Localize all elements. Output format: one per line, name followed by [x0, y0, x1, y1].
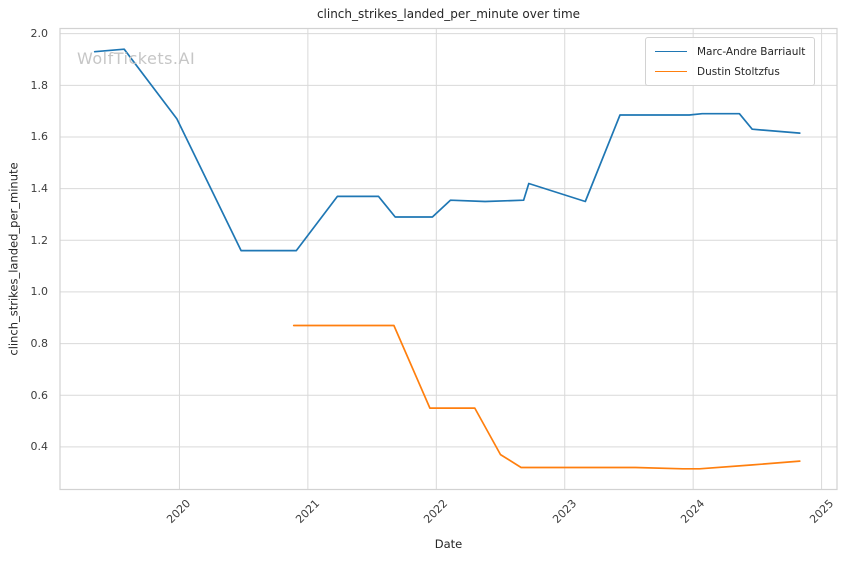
y-tick-label: 1.2 [30, 233, 49, 247]
y-tick-label: 1.0 [30, 285, 49, 299]
x-axis-label: Date [434, 537, 463, 551]
series-line-marc-andre-barriault [93, 48, 801, 252]
y-tick-label: 0.4 [30, 440, 49, 454]
y-tick-label: 1.4 [30, 182, 49, 196]
y-axis-label: clinch_strikes_landed_per_minute [6, 162, 21, 356]
y-tick-label: 2.0 [30, 27, 49, 41]
legend-item: Dustin Stoltzfus [655, 64, 805, 79]
series-line-dustin-stoltzfus [292, 324, 801, 470]
legend-label: Dustin Stoltzfus [697, 65, 780, 78]
legend-label: Marc-Andre Barriault [697, 45, 806, 58]
y-tick-label: 1.8 [30, 78, 49, 92]
legend: Marc-Andre Barriault Dustin Stoltzfus [645, 37, 816, 86]
watermark: WolfTickets.AI [77, 49, 196, 68]
y-tick-label: 1.6 [30, 130, 49, 144]
legend-line-swatch-blue [655, 51, 687, 52]
y-tick-label: 0.8 [30, 337, 49, 351]
plot-border [59, 27, 838, 491]
legend-item: Marc-Andre Barriault [655, 44, 805, 59]
legend-line-swatch-orange [655, 71, 687, 72]
y-tick-label: 0.6 [30, 388, 49, 402]
chart-title: clinch_strikes_landed_per_minute over ti… [316, 7, 581, 21]
